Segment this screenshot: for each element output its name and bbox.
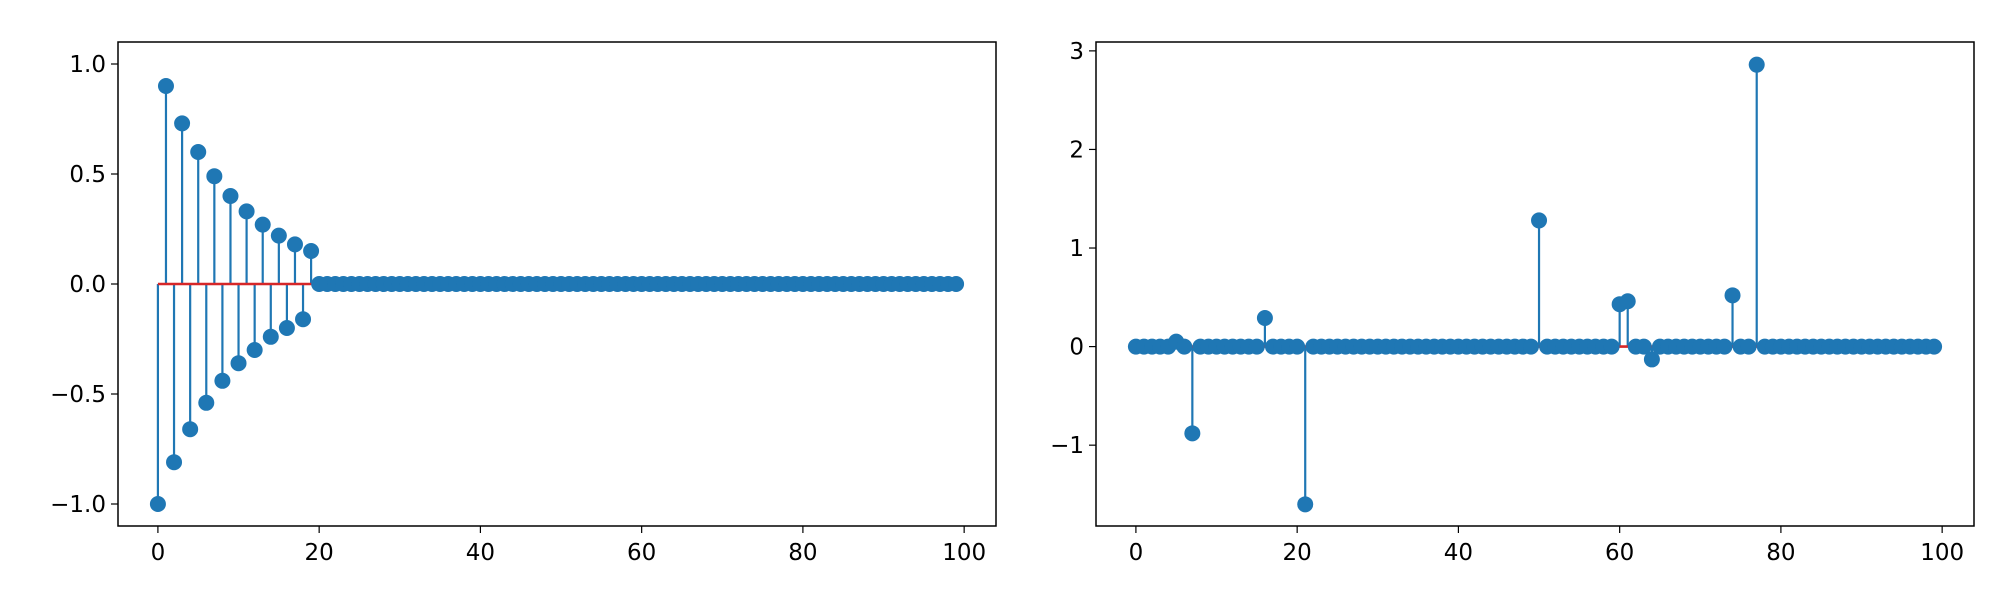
stem-marker: [214, 372, 231, 389]
stem-marker: [246, 342, 263, 358]
x-tick-label: 60: [1605, 540, 1634, 566]
y-tick-label: −1.0: [50, 492, 106, 518]
left-stem-plot: 0 20 40 60 80 100 −1.0 −0.5 0.0 0.5 1.0: [50, 41, 997, 566]
x-tick-label: 0: [1129, 540, 1144, 566]
stem-lines: [156, 86, 313, 504]
stem-marker: [190, 144, 207, 160]
stem-marker: [174, 115, 191, 132]
stem-marker: [1256, 310, 1273, 327]
x-tick-label: 40: [1444, 540, 1473, 566]
axes-frame: [1095, 41, 1975, 527]
y-tick-label: 0.5: [69, 162, 106, 188]
stem-marker: [1635, 338, 1652, 355]
right-stem-plot: 0 20 40 60 80 100 −1 0 1 2 3: [1050, 39, 1975, 566]
x-tick-label: 20: [305, 540, 334, 566]
x-tick-label: 0: [151, 540, 166, 566]
stem-marker: [1643, 351, 1660, 368]
x-tick-label: 20: [1283, 540, 1312, 566]
stem-marker: [206, 168, 223, 185]
stem-marker: [278, 320, 295, 336]
stem-marker: [1603, 338, 1620, 355]
stem-marker: [157, 78, 174, 94]
stem-marker: [1289, 338, 1306, 355]
y-tick-label: 0: [1069, 335, 1084, 361]
stem-marker: [1184, 425, 1201, 442]
stem-marker: [286, 236, 303, 253]
stem-marker: [1531, 212, 1548, 229]
stem-marker: [254, 216, 271, 233]
y-tick-label: −0.5: [50, 382, 106, 408]
x-tick-label: 100: [942, 540, 986, 566]
y-tick-label: 2: [1069, 137, 1084, 163]
stem-marker: [222, 188, 239, 204]
stem-marker: [948, 276, 965, 292]
x-tick-label: 80: [1766, 540, 1795, 566]
stem-marker: [295, 311, 312, 328]
stem-markers: [149, 78, 965, 512]
stem-marker: [1748, 56, 1765, 73]
stem-marker: [166, 454, 183, 471]
y-tick-label: 1: [1069, 236, 1084, 262]
x-tick-label: 40: [466, 540, 495, 566]
y-tick-label: 1.0: [69, 52, 106, 78]
x-tick-label: 60: [627, 540, 656, 566]
stem-marker: [1716, 338, 1733, 355]
stem-marker: [149, 496, 166, 512]
stem-marker: [1248, 338, 1265, 355]
stem-marker: [1926, 338, 1943, 355]
stem-marker: [303, 243, 320, 259]
stem-marker: [1522, 338, 1539, 355]
stem-marker: [270, 227, 287, 244]
x-tick-label: 80: [788, 540, 817, 566]
stem-marker: [230, 355, 247, 372]
stem-markers: [1127, 56, 1943, 513]
stem-marker: [1297, 496, 1314, 513]
y-tick-label: 0.0: [69, 272, 106, 298]
stem-marker: [1740, 338, 1757, 355]
stem-marker: [1176, 338, 1193, 355]
stem-marker: [238, 203, 255, 220]
stem-marker: [182, 421, 199, 438]
stem-marker: [1724, 287, 1741, 304]
x-tick-label: 100: [1920, 540, 1964, 566]
stem-marker: [1619, 293, 1636, 310]
stem-marker: [198, 394, 215, 411]
stem-marker: [262, 328, 279, 345]
y-tick-label: 3: [1069, 39, 1084, 65]
stem-lines: [1175, 64, 1758, 505]
y-tick-label: −1: [1050, 433, 1084, 459]
